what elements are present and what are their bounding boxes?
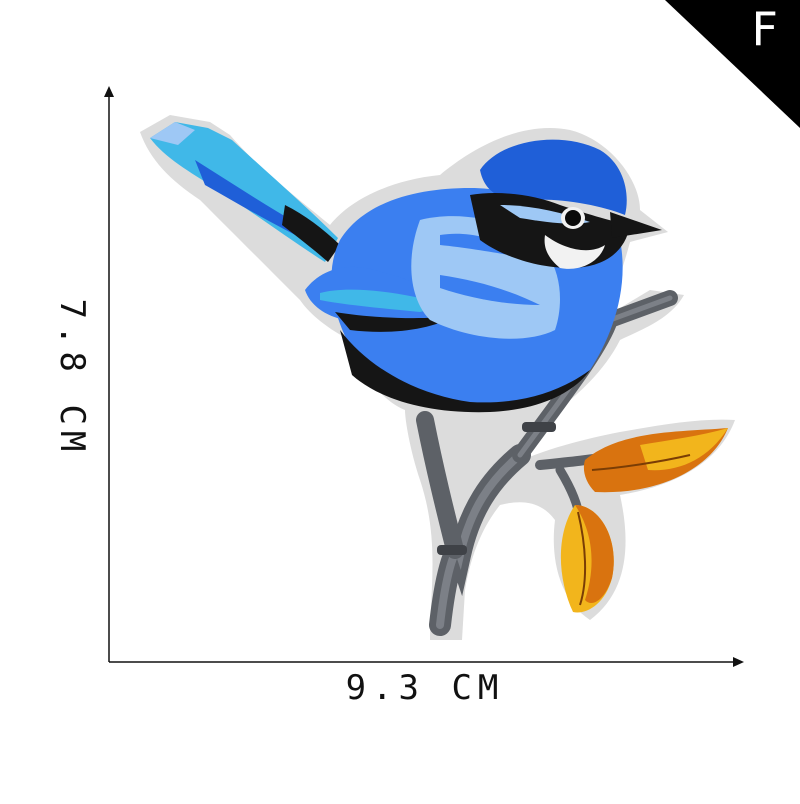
leaves	[560, 428, 728, 613]
beak	[610, 212, 662, 238]
bird-tail	[150, 122, 340, 262]
horizontal-axis-arrow	[733, 657, 744, 667]
width-dimension-label: 9.3 CM	[345, 668, 505, 708]
bird-head	[470, 139, 662, 269]
vertical-axis-arrow	[104, 86, 114, 97]
dimension-axes	[104, 86, 744, 667]
eye	[565, 210, 581, 226]
corner-badge	[665, 0, 800, 128]
height-dimension-text: 7.8 CM	[52, 298, 92, 458]
eye-mask	[470, 193, 630, 268]
variant-letter-badge: F	[751, 2, 778, 56]
